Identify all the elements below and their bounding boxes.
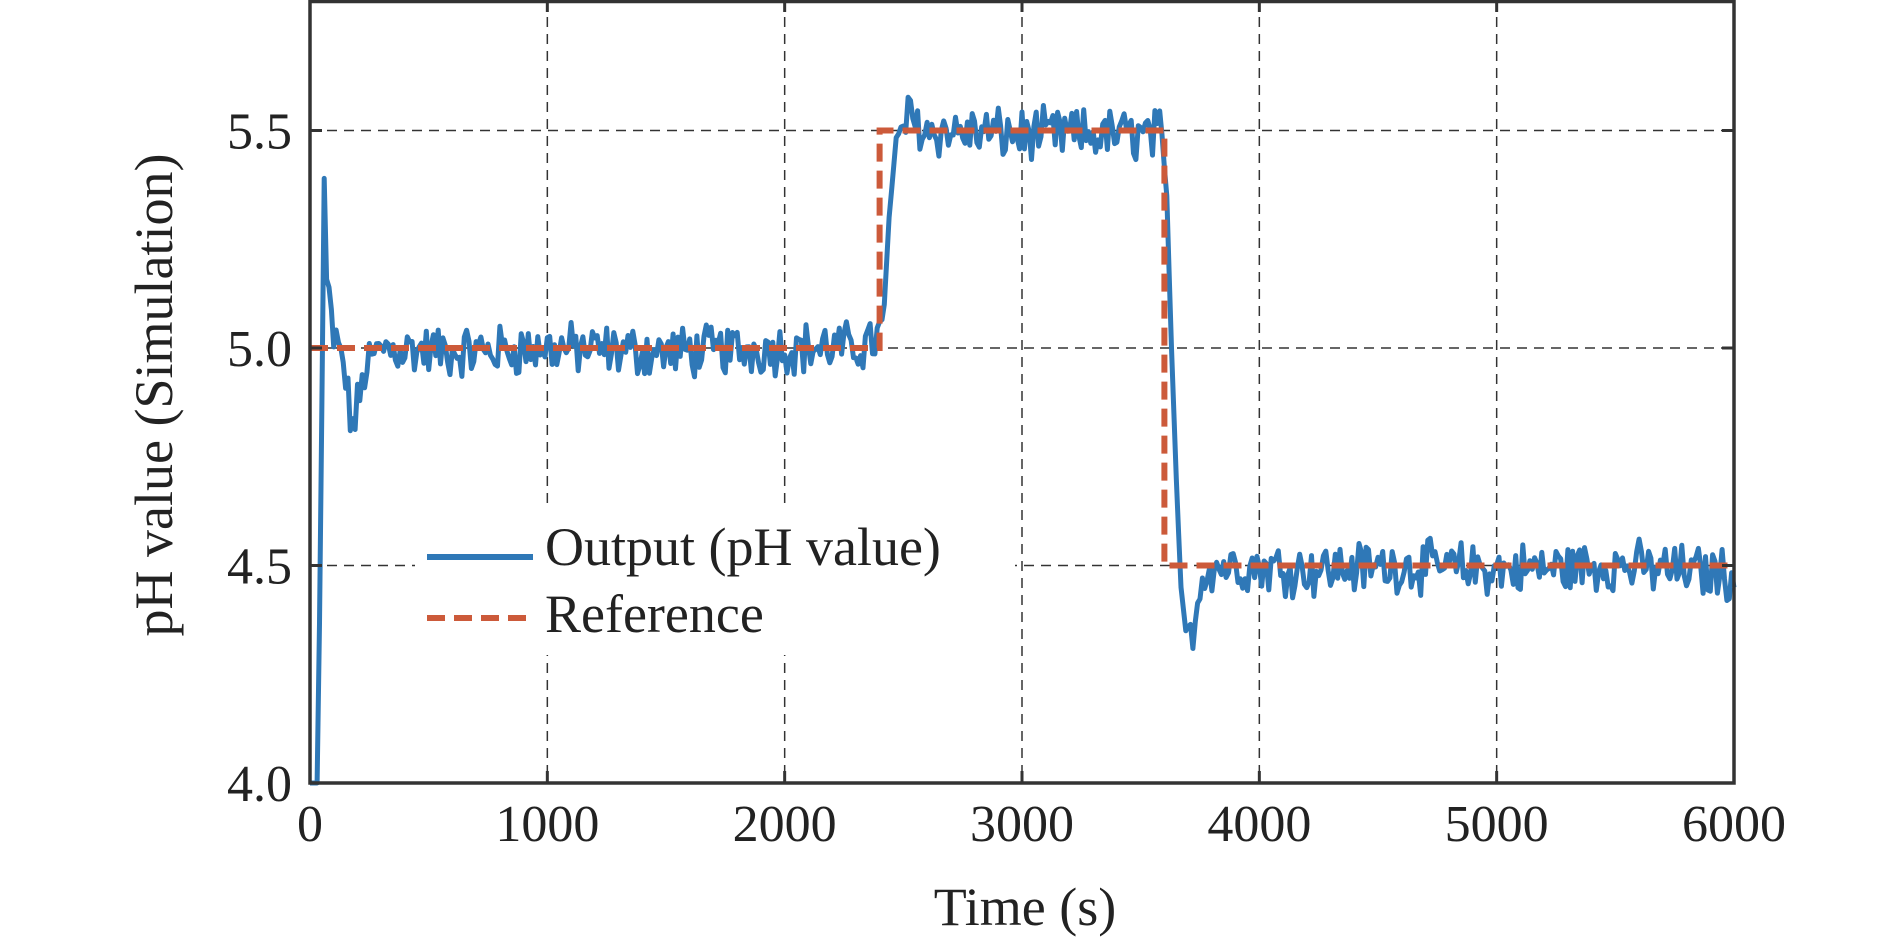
tick-labels: 0 1000 2000 3000 4000 5000 6000 4.0 4.5 5.0 5.5 <box>227 104 1786 854</box>
y-tick-label: 4.5 <box>227 539 292 596</box>
x-axis-title: Time (s) <box>934 877 1117 937</box>
x-tick-label: 0 <box>297 796 323 853</box>
legend-label-output: Output (pH value) <box>545 517 941 577</box>
x-tick-label: 2000 <box>733 796 837 853</box>
y-tick-label: 4.0 <box>227 756 292 813</box>
y-tick-label: 5.5 <box>227 104 292 161</box>
x-tick-label: 5000 <box>1445 796 1549 853</box>
legend: Output (pH value) Reference <box>415 505 1015 655</box>
x-tick-label: 3000 <box>970 796 1074 853</box>
y-tick-label: 5.0 <box>227 321 292 378</box>
y-axis-title: pH value (Simulation) <box>124 154 184 637</box>
x-tick-label: 4000 <box>1207 796 1311 853</box>
axes-frame <box>308 0 1736 785</box>
legend-background <box>415 505 1015 655</box>
x-tick-label: 6000 <box>1682 796 1786 853</box>
legend-label-reference: Reference <box>545 584 764 644</box>
series-line-reference <box>310 127 1734 569</box>
x-tick-label: 1000 <box>495 796 599 853</box>
plot-series <box>309 94 1737 786</box>
